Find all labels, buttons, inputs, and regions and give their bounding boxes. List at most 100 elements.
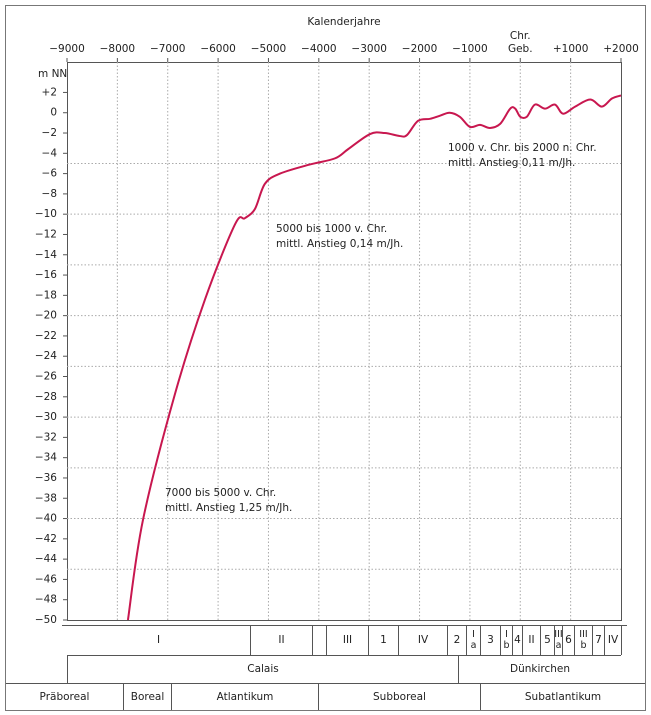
x-tick-label: −1000 xyxy=(452,24,488,56)
y-tick-label: −32 xyxy=(35,431,57,443)
y-tick-label: −40 xyxy=(35,513,57,525)
zone-sub-top: I xyxy=(505,629,508,640)
zone-rule xyxy=(6,683,645,684)
annotation: mittl. Anstieg 1,25 m/Jh. xyxy=(165,502,292,514)
y-tick-label: −28 xyxy=(35,391,57,403)
x-tick-text: −1000 xyxy=(452,43,488,55)
y-tick-label: −8 xyxy=(42,188,57,200)
annotation: mittl. Anstieg 0,11 m/Jh. xyxy=(448,157,575,169)
x-tick-label: −4000 xyxy=(301,24,337,56)
zone-cell: III b xyxy=(574,625,592,655)
zone-label: IV xyxy=(604,625,621,655)
x-tick-text: −2000 xyxy=(401,43,438,55)
x-tick-label: −9000 xyxy=(49,24,85,56)
zone-gap xyxy=(312,625,326,655)
y-tick-label: −2 xyxy=(42,127,57,139)
zone-label: II xyxy=(522,625,540,655)
zone-label: 7 xyxy=(592,625,604,655)
x-tick-text: −3000 xyxy=(351,43,387,55)
zone-label: Calais xyxy=(67,655,458,683)
zone-sub-top: III xyxy=(579,629,588,640)
x-axis-title: Kalenderjahre xyxy=(307,16,380,28)
x-tick-label: −6000 xyxy=(200,24,236,56)
x-tick-label: −5000 xyxy=(251,24,287,56)
zone-label: Boreal xyxy=(123,683,171,710)
annotation: 5000 bis 1000 v. Chr. xyxy=(276,223,387,235)
zone-edge xyxy=(621,625,627,655)
y-tick-label: +2 xyxy=(42,86,57,98)
x-tick-label: −7000 xyxy=(149,24,186,56)
x-tick-text: −7000 xyxy=(149,43,186,55)
x-tick-text: −9000 xyxy=(49,43,85,55)
plot-frame xyxy=(67,62,622,621)
x-tick-text: Chr. Geb. xyxy=(507,30,533,55)
zone-label: Atlantikum xyxy=(171,683,318,710)
x-tick-text: +2000 xyxy=(603,43,639,55)
x-tick-label: Chr. Geb. xyxy=(505,24,535,56)
zone-label: Subboreal xyxy=(318,683,480,710)
zone-sub-bottom: b xyxy=(580,640,587,651)
zone-sub-bottom: a xyxy=(470,640,477,651)
y-tick-label: −22 xyxy=(35,330,57,342)
sea-level-line xyxy=(126,94,622,621)
y-tick-label: −50 xyxy=(35,614,57,626)
y-tick-label: −10 xyxy=(35,208,57,220)
zone-label: Präboreal xyxy=(39,690,90,703)
x-tick-label: +2000 xyxy=(603,24,639,56)
annotation: 7000 bis 5000 v. Chr. xyxy=(165,487,276,499)
y-tick-label: −12 xyxy=(35,228,57,240)
zone-label: 6 xyxy=(562,625,574,655)
y-tick-label: −44 xyxy=(35,553,57,565)
zone-label: 5 xyxy=(540,625,554,655)
x-tick-text: +1000 xyxy=(552,43,589,55)
zone-label: Subatlantikum xyxy=(480,683,645,710)
y-tick-label: −38 xyxy=(35,492,57,504)
zone-label: 2 xyxy=(447,625,466,655)
y-tick-label: −6 xyxy=(42,168,58,180)
y-axis-title: m NN xyxy=(38,68,67,80)
y-tick-label: −30 xyxy=(35,411,57,423)
frame xyxy=(5,5,646,711)
zone-sub-bottom: b xyxy=(503,640,510,651)
y-tick-label: −36 xyxy=(35,472,57,484)
x-tick-text: −8000 xyxy=(99,43,136,55)
annotation: 1000 v. Chr. bis 2000 n. Chr. xyxy=(448,142,597,154)
zone-label: IV xyxy=(398,625,447,655)
zone-sub-top: III xyxy=(554,629,563,640)
x-tick-text: −4000 xyxy=(301,43,337,55)
zone-label: 1 xyxy=(368,625,398,655)
y-tick-label: 0 xyxy=(50,107,57,119)
zone-rule xyxy=(67,655,621,656)
x-tick-label: −8000 xyxy=(100,24,136,56)
zone-label: III xyxy=(326,625,368,655)
y-tick-label: −16 xyxy=(35,269,57,281)
y-tick-label: −42 xyxy=(35,533,57,545)
y-tick-label: −26 xyxy=(35,371,57,383)
annotation: mittl. Anstieg 0,14 m/Jh. xyxy=(276,238,403,250)
x-tick-label: +1000 xyxy=(552,24,589,56)
y-tick-label: −24 xyxy=(35,350,57,362)
zone-rule xyxy=(62,625,627,626)
y-tick-label: −20 xyxy=(35,310,57,322)
zone-sub-bottom: a xyxy=(555,640,562,651)
x-tick-label: −3000 xyxy=(351,24,387,56)
y-tick-label: −4 xyxy=(42,147,58,159)
x-tick-text: −5000 xyxy=(250,43,287,55)
zone-label: II xyxy=(250,625,312,655)
x-tick-label: −2000 xyxy=(401,24,438,56)
zone-label: Dünkirchen xyxy=(458,655,621,683)
zone-cell: III a xyxy=(554,625,563,655)
zone-label: I xyxy=(156,634,161,646)
zone-label: 3 xyxy=(480,625,500,655)
zone-label: 4 xyxy=(512,625,522,655)
x-tick-text: −6000 xyxy=(200,43,236,55)
y-tick-label: −34 xyxy=(35,452,57,464)
y-tick-label: −48 xyxy=(35,594,57,606)
y-tick-label: −18 xyxy=(35,289,57,301)
zone-sub-top: I xyxy=(472,629,475,640)
y-tick-label: −46 xyxy=(35,573,57,585)
